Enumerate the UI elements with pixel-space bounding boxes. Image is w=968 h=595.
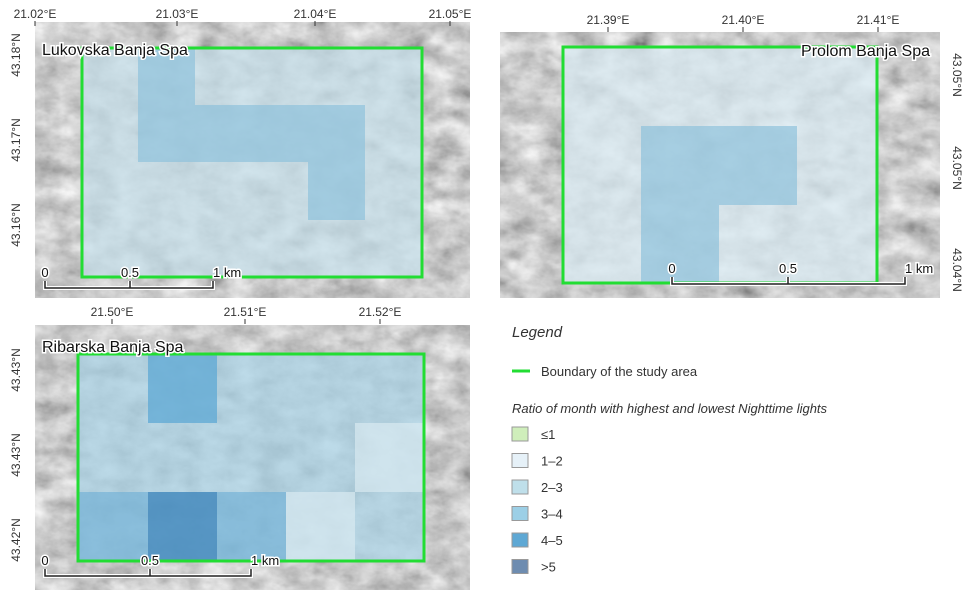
- map-ribarska: [35, 325, 470, 590]
- lon-label: 21.52°E: [359, 305, 402, 319]
- class-label: 4–5: [541, 533, 563, 548]
- scale-label: 0: [41, 265, 48, 280]
- lat-label: 43.16°N: [9, 203, 23, 247]
- class-swatch: [512, 480, 528, 494]
- lon-label: 21.41°E: [857, 13, 900, 27]
- boundary-label: Boundary of the study area: [541, 364, 698, 379]
- map-prolom: [500, 32, 940, 298]
- scale-label: 0.5: [121, 265, 139, 280]
- map-title: Ribarska Banja Spa: [42, 339, 184, 356]
- lat-label: 43.17°N: [9, 118, 23, 162]
- scale-label: 1 km: [213, 265, 241, 280]
- scale-label: 0.5: [141, 553, 159, 568]
- class-swatch: [512, 427, 528, 441]
- scale-label: 0.5: [779, 261, 797, 276]
- lat-label: 43.18°N: [9, 33, 23, 77]
- map-title: Prolom Banja Spa: [801, 43, 930, 60]
- cell: [78, 492, 148, 561]
- cell: [148, 354, 217, 423]
- cell: [217, 492, 286, 561]
- class-swatch: [512, 507, 528, 521]
- cell: [286, 492, 355, 561]
- scale-label: 1 km: [251, 553, 279, 568]
- lon-label: 21.03°E: [156, 7, 199, 21]
- class-swatch: [512, 454, 528, 468]
- legend-subtitle: Ratio of month with highest and lowest N…: [512, 401, 828, 416]
- lat-label: 43.43°N: [9, 348, 23, 392]
- cell: [355, 423, 424, 492]
- class-label: ≤1: [541, 427, 555, 442]
- lat-label: 43.43°N: [9, 433, 23, 477]
- legend-title: Legend: [512, 324, 563, 341]
- class-label: 1–2: [541, 454, 563, 469]
- class-swatch: [512, 560, 528, 574]
- map-title: Lukovska Banja Spa: [42, 42, 188, 59]
- legend: Legend Boundary of the study area Ratio …: [512, 324, 828, 575]
- lon-label: 21.40°E: [722, 13, 765, 27]
- map-lukovska: [35, 22, 470, 298]
- class-label: 3–4: [541, 507, 563, 522]
- lat-label: 43.42°N: [9, 518, 23, 562]
- scale-label: 1 km: [905, 261, 933, 276]
- lon-label: 21.50°E: [91, 305, 134, 319]
- lon-label: 21.51°E: [224, 305, 267, 319]
- lon-label: 21.05°E: [429, 7, 472, 21]
- class-label: 2–3: [541, 480, 563, 495]
- figure: Legend Boundary of the study area Ratio …: [0, 0, 968, 590]
- lon-label: 21.02°E: [14, 7, 57, 21]
- cell: [148, 492, 217, 561]
- class-label: >5: [541, 560, 556, 575]
- class-swatch: [512, 533, 528, 547]
- lat-label: 43.05°N: [950, 146, 964, 190]
- lat-label: 43.05°N: [950, 53, 964, 97]
- lon-label: 21.39°E: [587, 13, 630, 27]
- lat-label: 43.04°N: [950, 248, 964, 292]
- lon-label: 21.04°E: [294, 7, 337, 21]
- scale-label: 0: [41, 553, 48, 568]
- cells: [82, 48, 422, 277]
- scale-label: 0: [668, 261, 675, 276]
